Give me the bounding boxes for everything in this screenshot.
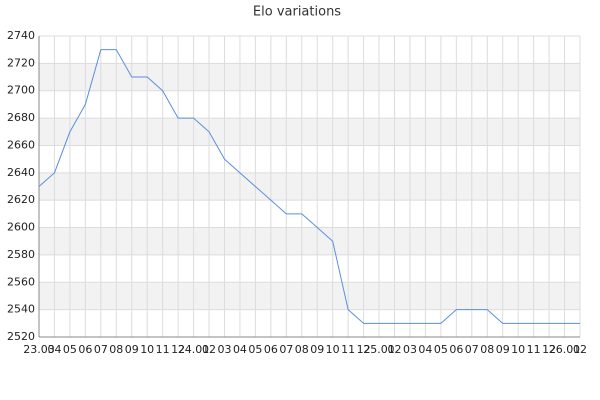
- y-tick-label: 2660: [7, 138, 35, 151]
- y-tick-label: 2620: [7, 193, 35, 206]
- x-tick-label: 10: [326, 343, 340, 356]
- x-tick-label: 11: [341, 343, 355, 356]
- y-tick-label: 2700: [7, 84, 35, 97]
- y-tick-label: 2600: [7, 221, 35, 234]
- x-tick-label: 26.01: [549, 343, 581, 356]
- x-tick-label: 12: [171, 343, 185, 356]
- x-tick-label: 10: [140, 343, 154, 356]
- y-tick-label: 2720: [7, 56, 35, 69]
- x-tick-label: 07: [465, 343, 479, 356]
- x-tick-label: 08: [295, 343, 309, 356]
- x-tick-label: 06: [449, 343, 463, 356]
- y-tick-label: 2680: [7, 111, 35, 124]
- y-tick-label: 2540: [7, 303, 35, 316]
- x-tick-label: 09: [125, 343, 139, 356]
- x-tick-label: 25.01: [363, 343, 395, 356]
- x-tick-label: 07: [94, 343, 108, 356]
- y-tick-label: 2740: [7, 29, 35, 42]
- band: [39, 227, 580, 255]
- x-tick-label: 23.03: [23, 343, 55, 356]
- x-tick-label: 11: [527, 343, 541, 356]
- x-tick-label: 05: [434, 343, 448, 356]
- x-tick-label: 09: [496, 343, 510, 356]
- x-tick-label: 05: [63, 343, 77, 356]
- y-tick-label: 2640: [7, 166, 35, 179]
- x-tick-label: 24.01: [178, 343, 210, 356]
- y-tick-label: 2560: [7, 275, 35, 288]
- x-tick-label: 03: [217, 343, 231, 356]
- x-tick-label: 02: [388, 343, 402, 356]
- x-tick-label: 12: [357, 343, 371, 356]
- chart-title: Elo variations: [253, 5, 341, 20]
- x-tick-label: 05: [248, 343, 262, 356]
- band: [39, 63, 580, 91]
- x-tick-label: 04: [233, 343, 247, 356]
- x-tick-label: 07: [279, 343, 293, 356]
- x-tick-label: 12: [542, 343, 556, 356]
- x-tick-label: 04: [47, 343, 61, 356]
- x-tick-label: 10: [511, 343, 525, 356]
- band: [39, 172, 580, 201]
- y-tick-label: 2580: [7, 248, 35, 261]
- x-tick-label: 08: [480, 343, 494, 356]
- x-tick-label: 02: [573, 343, 587, 356]
- band: [39, 282, 580, 310]
- x-tick-label: 02: [202, 343, 216, 356]
- x-tick-label: 09: [310, 343, 324, 356]
- x-tick-label: 11: [156, 343, 170, 356]
- x-tick-label: 03: [403, 343, 417, 356]
- x-tick-label: 06: [78, 343, 92, 356]
- x-tick-label: 04: [418, 343, 432, 356]
- band: [39, 118, 580, 146]
- x-tick-label: 06: [264, 343, 278, 356]
- y-tick-label: 2520: [7, 330, 35, 343]
- x-tick-label: 08: [109, 343, 123, 356]
- line: [38, 49, 580, 324]
